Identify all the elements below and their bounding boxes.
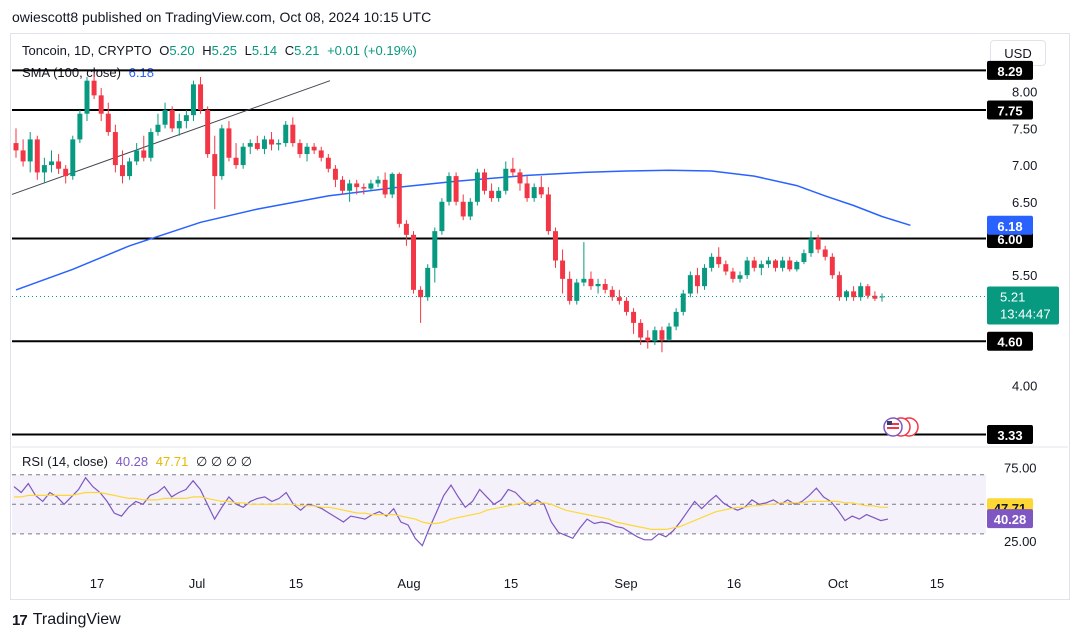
tradingview-footer[interactable]: 17 TradingView [12, 611, 121, 629]
close-key: C [284, 43, 295, 58]
sma-value: 6.18 [128, 65, 154, 80]
low-value: 5.14 [251, 43, 278, 58]
tradingview-brand: TradingView [32, 611, 121, 628]
publish-header: owiescott8 published on TradingView.com,… [12, 9, 432, 25]
rsi-value: 40.28 [115, 454, 149, 469]
rsi-ma-value: 47.71 [155, 454, 189, 469]
open-key: O [159, 43, 170, 58]
sma-legend: SMA (100, close) 6.18 [22, 65, 154, 80]
currency-button[interactable]: USD [990, 40, 1046, 66]
close-value: 5.21 [294, 43, 320, 58]
high-key: H [202, 43, 212, 58]
low-key: L [244, 43, 252, 58]
sma-label[interactable]: SMA (100, close) [22, 65, 121, 80]
high-value: 5.25 [211, 43, 237, 58]
rsi-label[interactable]: RSI (14, close) [22, 454, 108, 469]
chart-frame [10, 33, 1070, 600]
rsi-empty-values: ∅ ∅ ∅ ∅ [195, 454, 253, 469]
tradingview-logo-icon: 17 [12, 611, 28, 629]
open-value: 5.20 [169, 43, 195, 58]
symbol-legend: Toncoin, 1D, CRYPTO O5.20 H5.25 L5.14 C5… [22, 43, 417, 58]
rsi-legend: RSI (14, close) 40.28 47.71 ∅ ∅ ∅ ∅ [22, 454, 252, 470]
change-value: +0.01 (+0.19%) [327, 43, 417, 58]
symbol-name[interactable]: Toncoin, 1D, CRYPTO [22, 43, 152, 58]
